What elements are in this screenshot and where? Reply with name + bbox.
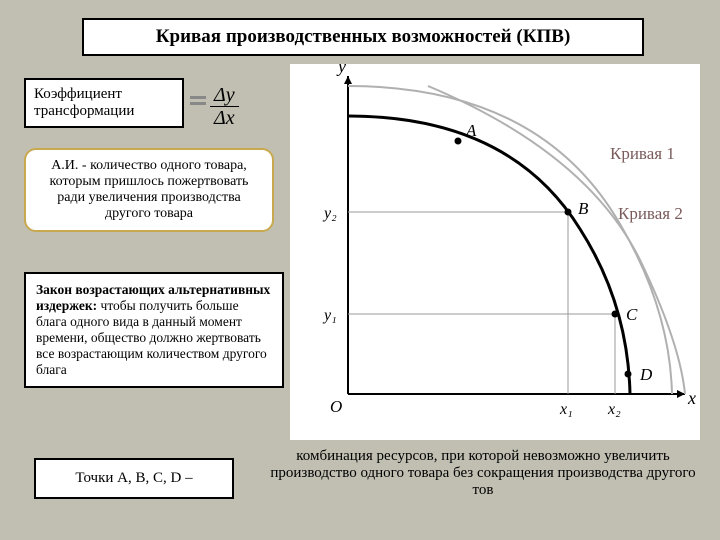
title-box: Кривая производственных возможностей (КП… (82, 18, 644, 56)
svg-text:Кривая 1: Кривая 1 (610, 144, 675, 163)
formula-denominator: Δx (210, 107, 239, 129)
law-box: Закон возрастающих альтернативных издерж… (24, 272, 284, 388)
svg-text:A: A (465, 121, 477, 140)
svg-text:y₁: y₁ (322, 307, 337, 324)
equals-icon (190, 96, 206, 108)
combination-text-box: комбинация ресурсов, при которой невозмо… (268, 448, 698, 499)
svg-text:O: O (330, 397, 342, 416)
points-box: Точки A, B, C, D – (34, 458, 234, 499)
combination-text: комбинация ресурсов, при которой невозмо… (270, 448, 695, 498)
formula: Δy Δx (210, 84, 239, 130)
points-label: Точки A, B, C, D – (75, 470, 192, 486)
graph-svg: Кривая 1 Кривая 2 A B C Dx y Oy₂ y₁ x₁ x₂ (290, 64, 700, 440)
formula-numerator: Δy (210, 84, 239, 107)
coefficient-box: Коэффициент трансформации (24, 78, 184, 128)
coefficient-label: Коэффициент трансформации (34, 86, 134, 119)
title-text: Кривая производственных возможностей (КП… (156, 26, 571, 47)
ppf-graph: Кривая 1 Кривая 2 A B C Dx y Oy₂ y₁ x₁ x₂ (290, 64, 700, 440)
svg-text:D: D (639, 365, 653, 384)
svg-text:y₂: y₂ (322, 205, 337, 222)
opportunity-cost-box: А.И. - количество одного товара, которым… (24, 148, 274, 232)
svg-text:y: y (336, 64, 346, 76)
svg-text:x₂: x₂ (607, 401, 621, 418)
svg-text:B: B (578, 199, 589, 218)
svg-text:Кривая 2: Кривая 2 (618, 204, 683, 223)
opportunity-cost-text: А.И. - количество одного товара, которым… (50, 158, 249, 221)
svg-text:C: C (626, 305, 638, 324)
svg-text:x₁: x₁ (559, 401, 573, 418)
svg-text:x: x (687, 388, 696, 408)
